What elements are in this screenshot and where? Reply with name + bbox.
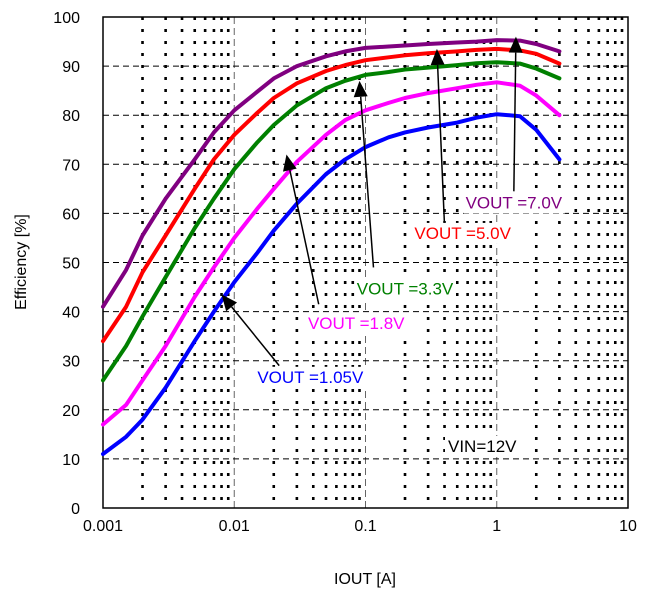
series-label: VOUT =3.3V [357,279,454,298]
series-line-0 [101,112,562,456]
y-tick-label: 90 [62,59,80,76]
y-tick-label: 80 [62,108,80,125]
arrow-shaft [513,52,517,192]
arrow-shaft [289,169,320,305]
series-label-background [354,278,456,300]
x-axis-label: IOUT [A] [334,571,396,588]
series-line-1 [101,80,562,427]
x-tick-label: 1 [492,518,501,535]
arrow-shaft [231,306,280,367]
y-axis-label: Efficiency [%] [13,214,30,310]
y-tick-label: 20 [62,403,80,420]
x-tick-label: 10 [619,518,637,535]
plot-frame [102,16,629,509]
series-line-3 [101,46,562,344]
y-tick-label: 30 [62,354,80,371]
arrow-head [508,36,523,53]
x-tick-label: 0.001 [83,518,123,535]
x-tick-label: 0.01 [219,518,250,535]
arrow-shaft [359,96,375,268]
series-label: VOUT =1.05V [257,368,364,387]
annotation-arrows [221,36,523,367]
series-label: VOUT =5.0V [414,224,511,243]
arrow-head [221,294,238,312]
y-tick-label: 0 [71,501,80,518]
series-label-background [255,366,367,388]
series-label-background [463,192,565,214]
vin-annotation: VIN=12V [448,437,517,456]
series-labels: VOUT =7.0V VOUT =5.0V VOUT =3.3V VOUT =1.8V… [255,192,565,388]
series-label-background [305,312,408,334]
series-line-4 [101,38,562,309]
arrow-shaft [436,64,446,226]
y-tick-label: 10 [62,452,80,469]
series-line-2 [101,60,562,383]
x-axis-ticks: 0.001 0.01 0.1 1 10 [83,518,637,535]
series-label: VOUT =1.8V [308,314,405,333]
x-tick-label: 0.1 [354,518,376,535]
series-label: VOUT =7.0V [466,193,563,212]
grid [103,17,628,508]
series-label-background [412,222,514,244]
y-tick-label: 50 [62,256,80,273]
y-tick-label: 100 [53,10,80,27]
series-lines [101,38,562,456]
vin-annotation-background [445,436,521,457]
arrow-head [430,48,445,66]
arrow-head [283,154,297,172]
arrow-head [353,80,368,98]
y-tick-label: 40 [62,305,80,322]
y-tick-label: 70 [62,157,80,174]
y-axis-ticks: 0 10 20 30 40 50 60 70 80 90 100 [53,10,80,518]
y-tick-label: 60 [62,206,80,223]
